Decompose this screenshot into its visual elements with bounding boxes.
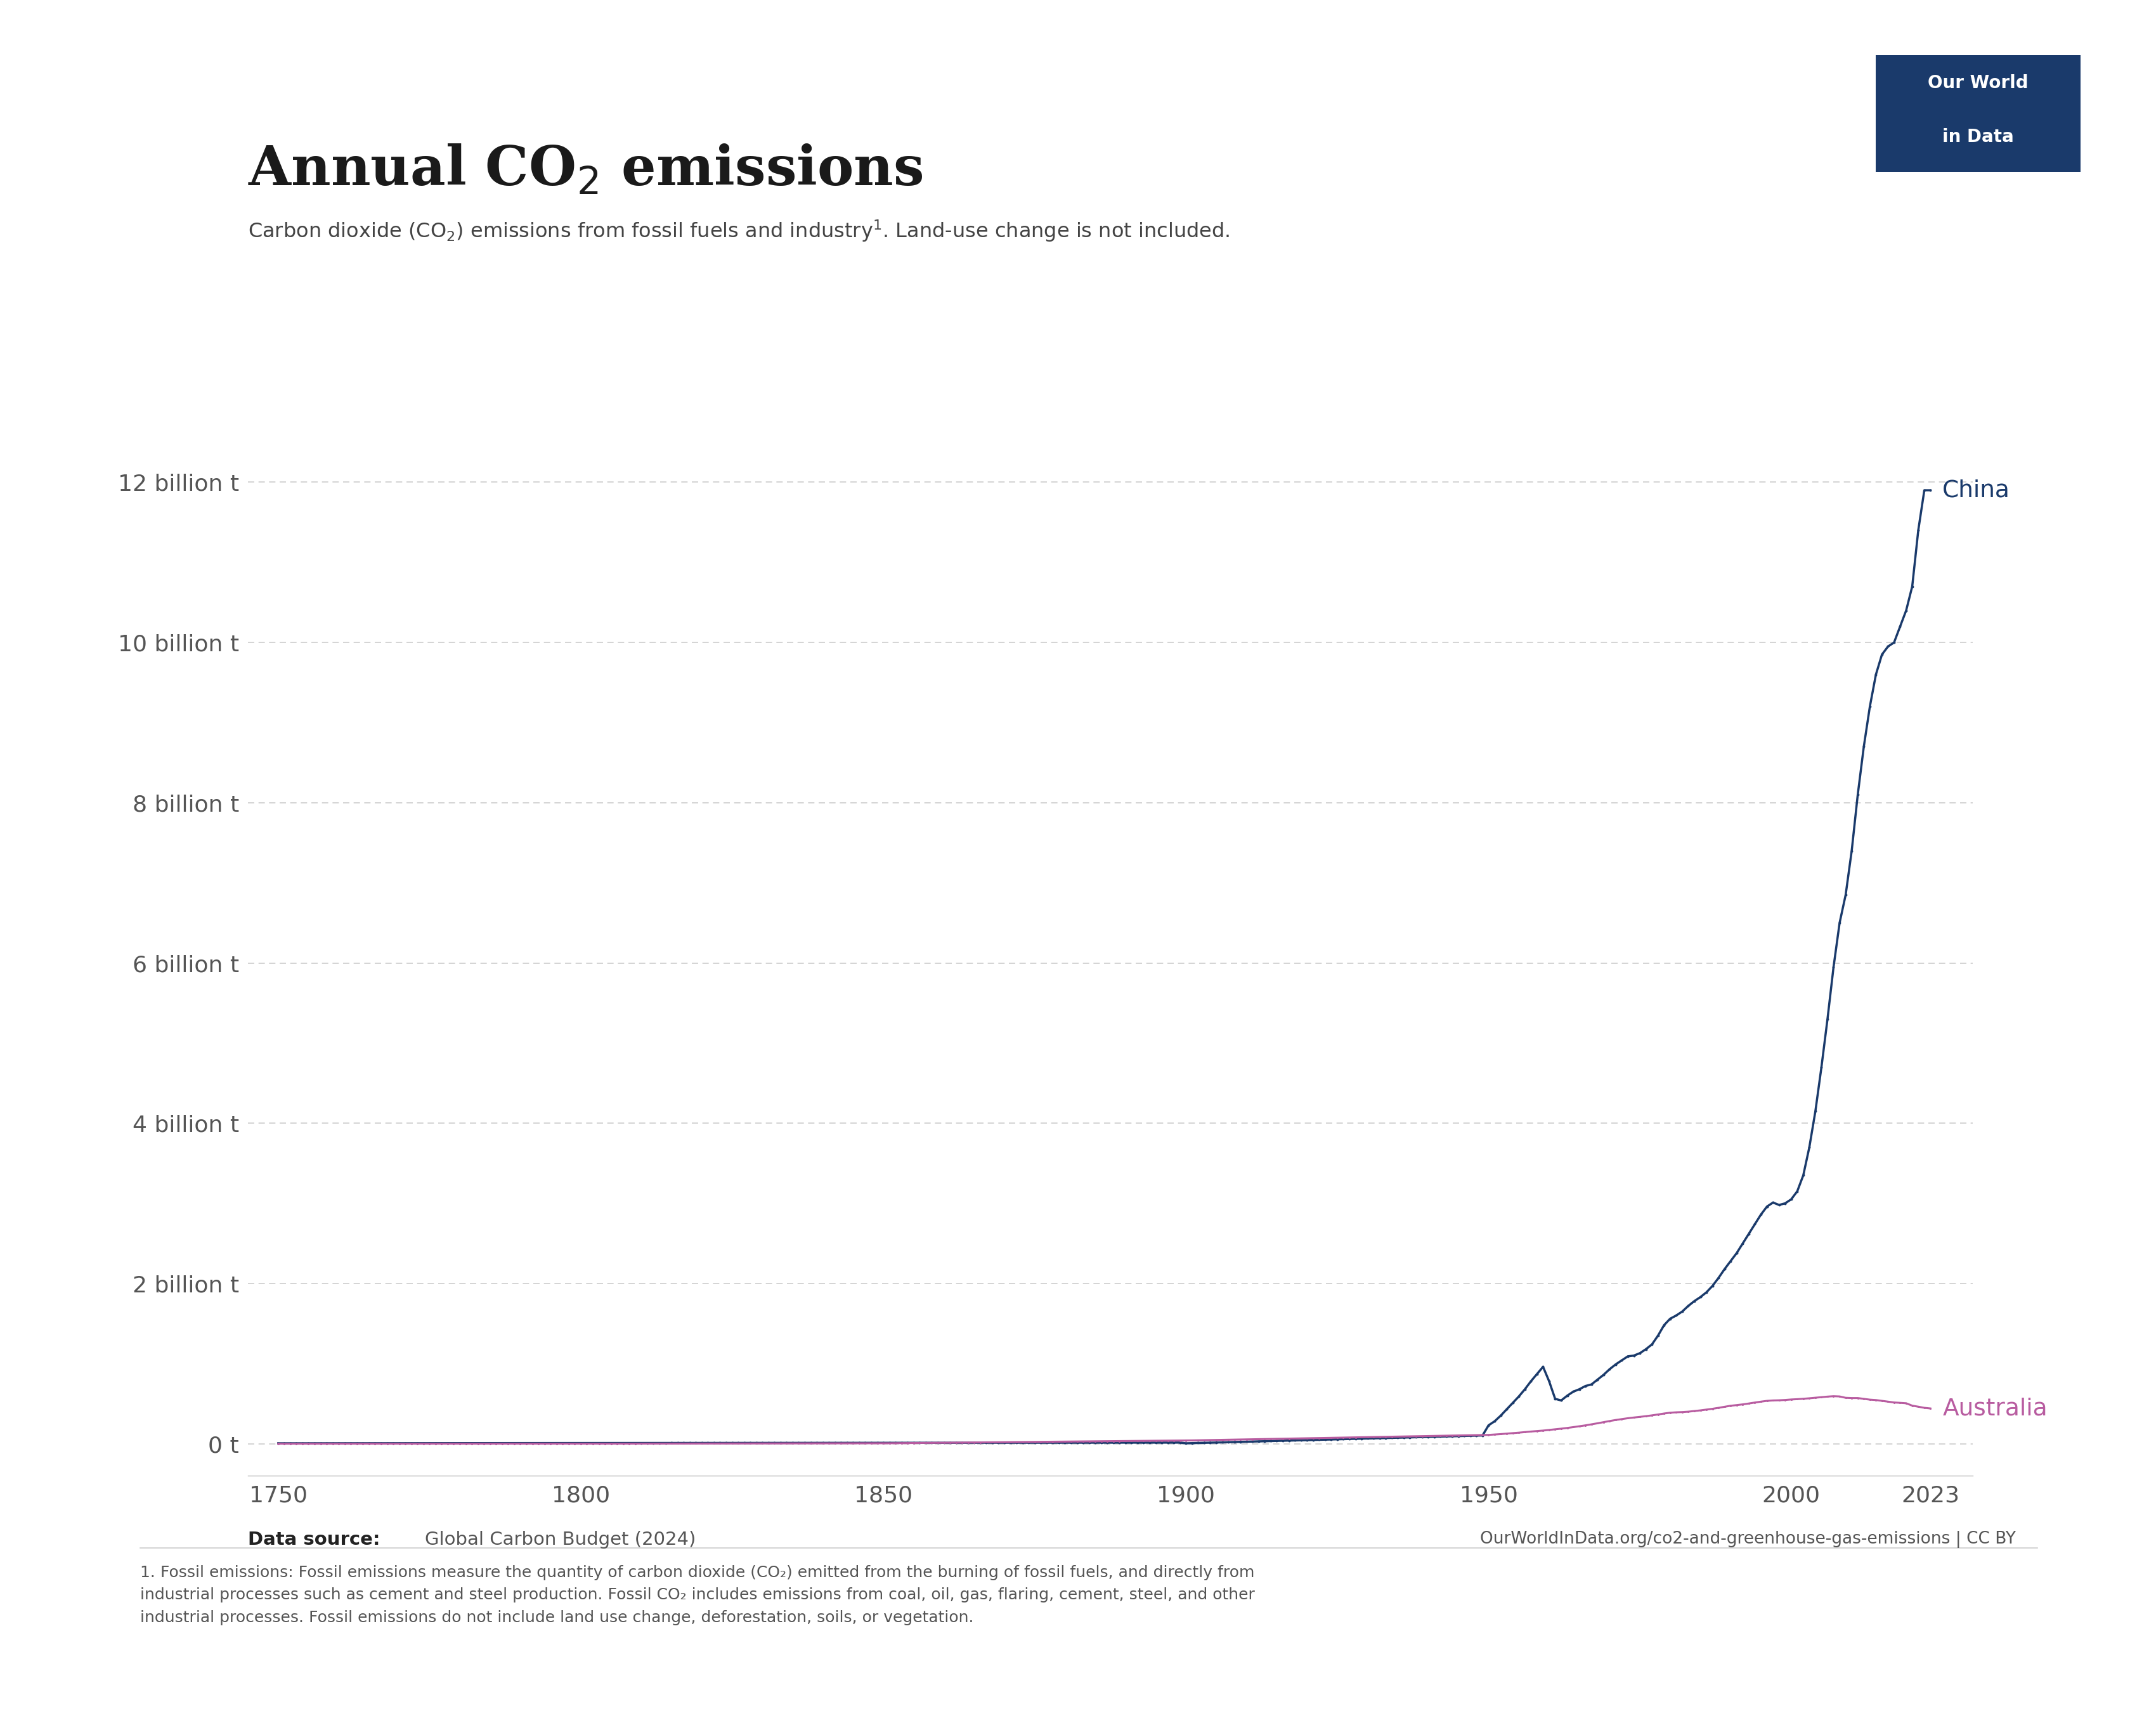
Text: Annual CO$_2$ emissions: Annual CO$_2$ emissions <box>248 144 923 197</box>
Text: OurWorldInData.org/co2-and-greenhouse-gas-emissions | CC BY: OurWorldInData.org/co2-and-greenhouse-ga… <box>1479 1531 2016 1548</box>
Text: China: China <box>1943 479 2009 501</box>
Text: Carbon dioxide (CO$_2$) emissions from fossil fuels and industry$^1$. Land-use c: Carbon dioxide (CO$_2$) emissions from f… <box>248 218 1229 244</box>
Text: 1. Fossil emissions: Fossil emissions measure the quantity of carbon dioxide (CO: 1. Fossil emissions: Fossil emissions me… <box>140 1565 1255 1625</box>
Text: Data source:: Data source: <box>248 1531 379 1548</box>
Text: Global Carbon Budget (2024): Global Carbon Budget (2024) <box>425 1531 696 1548</box>
Text: in Data: in Data <box>1943 129 2014 146</box>
Text: Australia: Australia <box>1943 1397 2048 1419</box>
Text: Our World: Our World <box>1927 74 2029 93</box>
